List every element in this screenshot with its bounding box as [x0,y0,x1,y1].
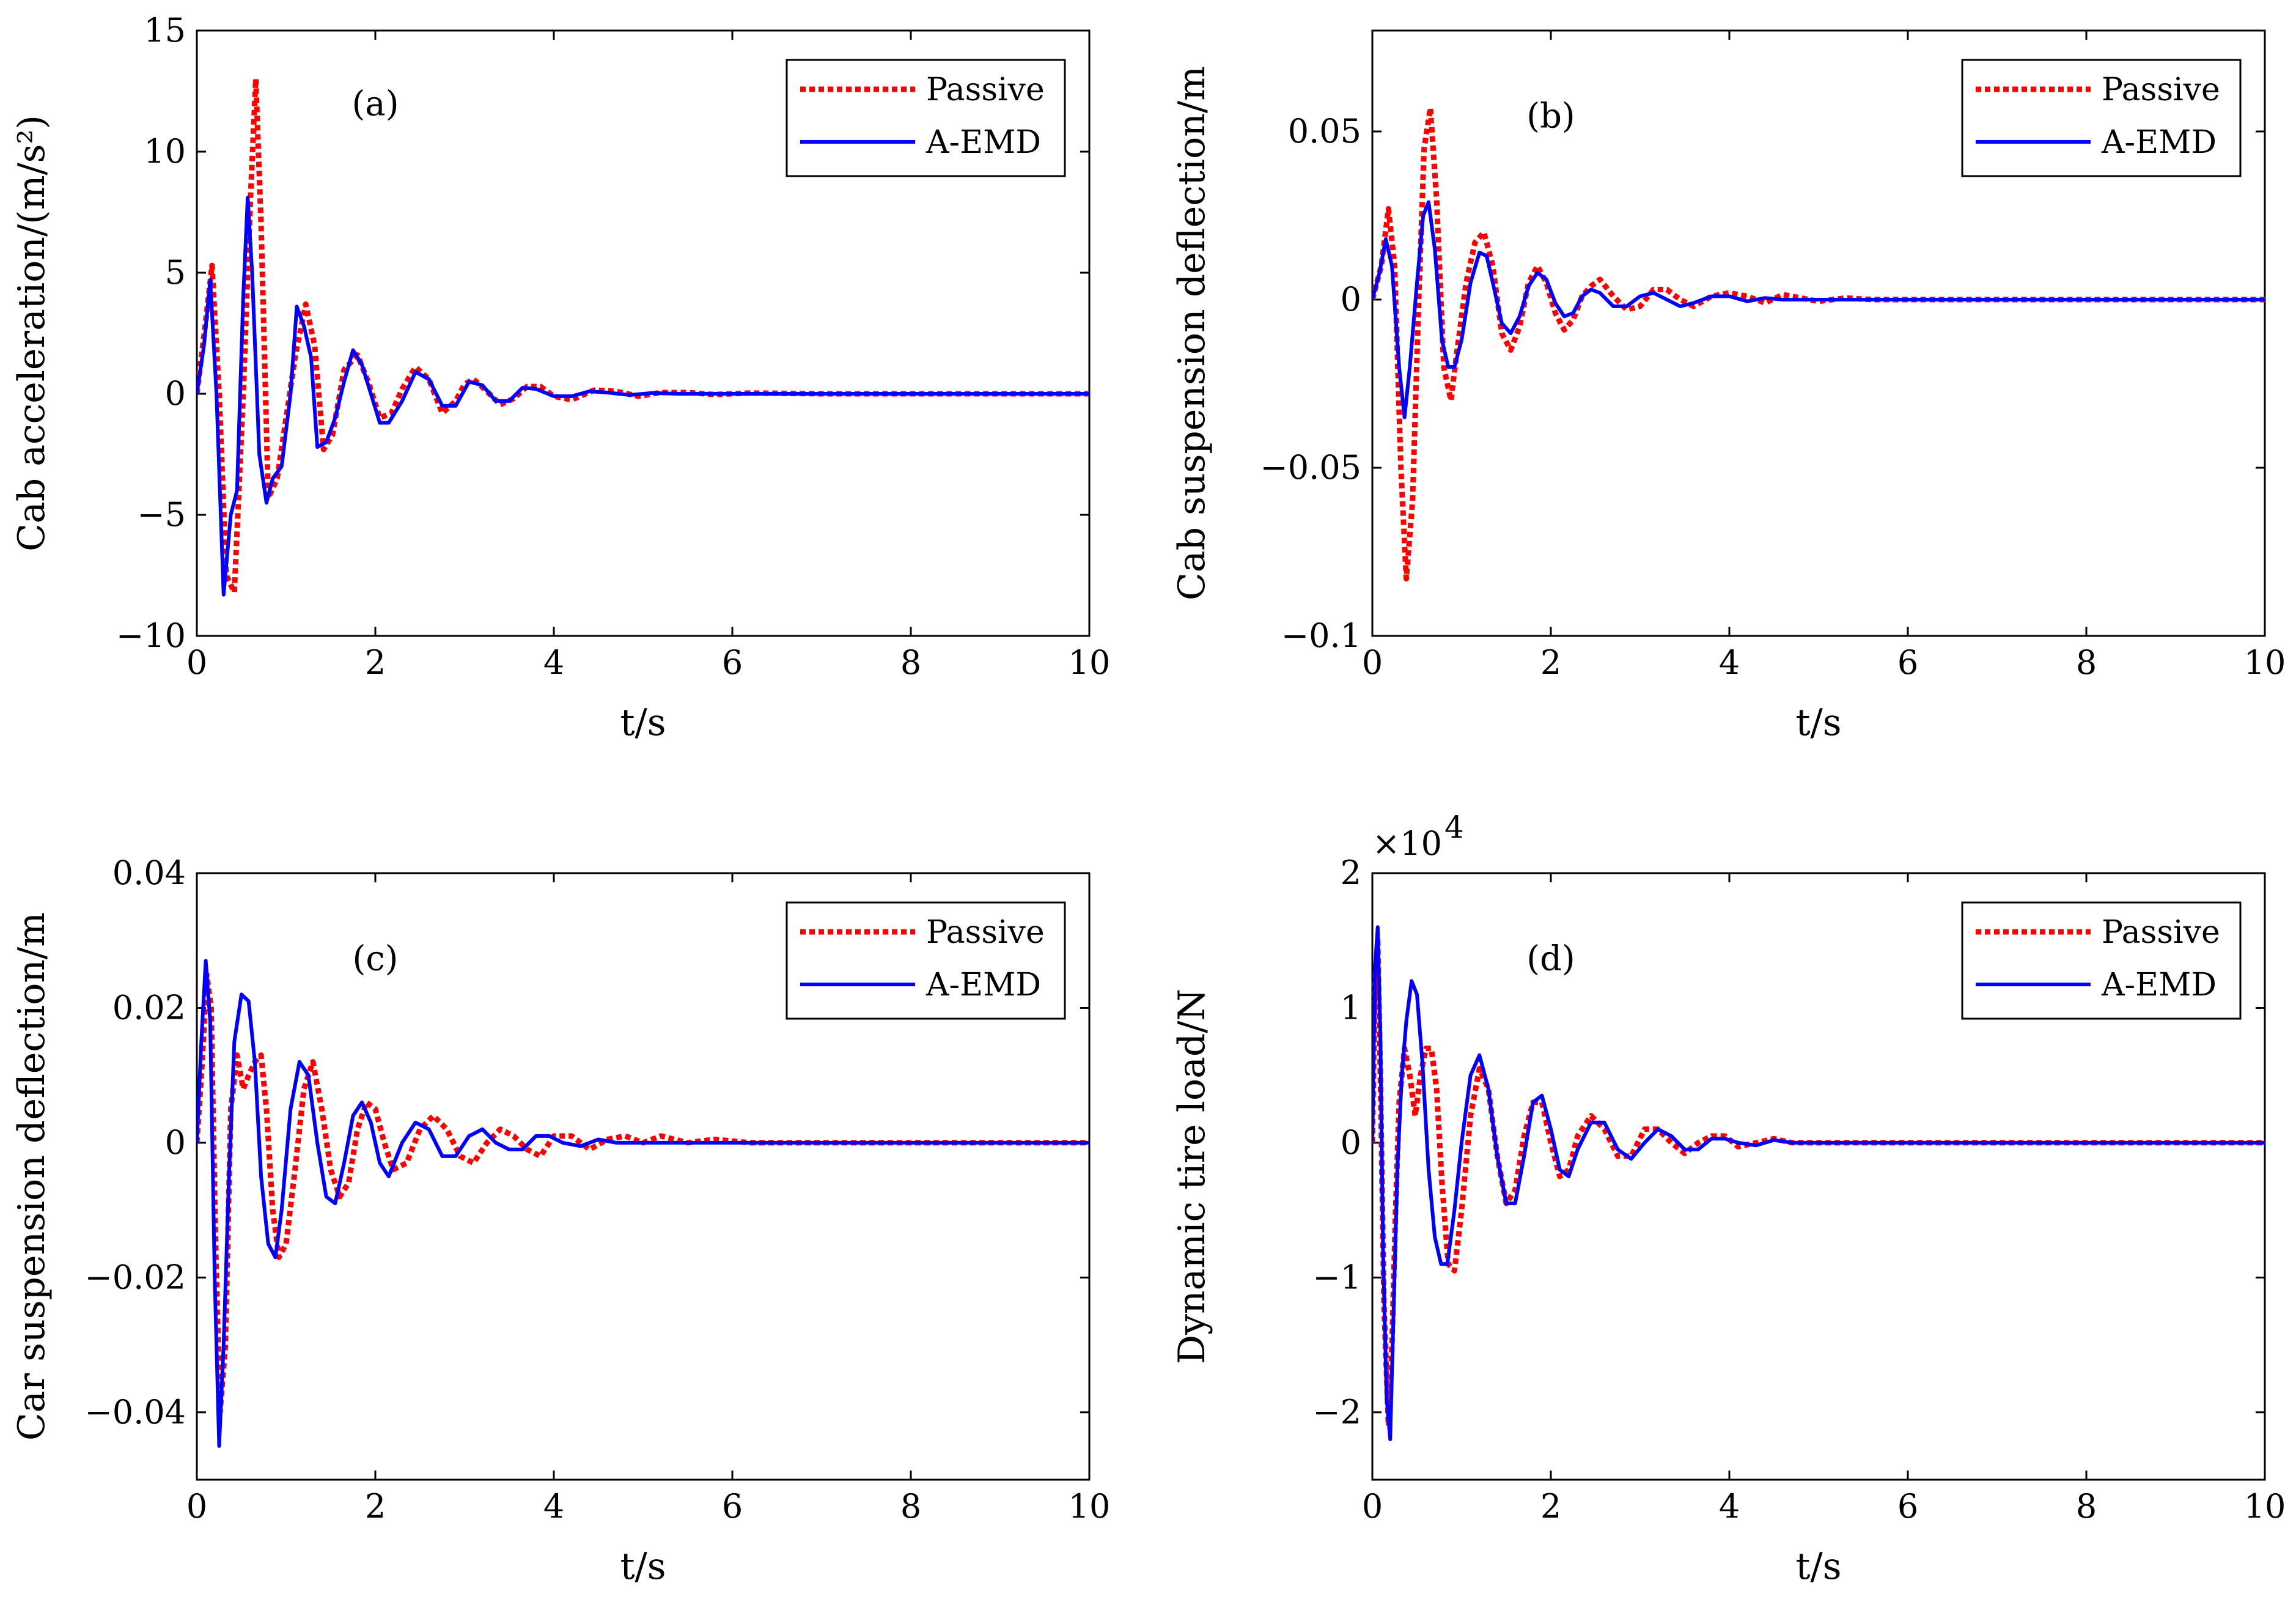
axes-box [196,29,1091,637]
y-tick-label: −0.02 [85,1258,186,1296]
y-tick-label: −2 [1312,1393,1361,1431]
series-line-passive [197,76,1089,596]
y-axis-label: Cab acceleration/(m/s²) [10,115,53,552]
x-tick-label: 10 [1069,1487,1111,1526]
x-tick-label: 4 [1719,643,1740,682]
x-axis-label: t/s [1795,701,1841,744]
series-line-passive [197,971,1089,1416]
y-axis-multiplier: ×10 [1372,824,1442,863]
series-line-a-emd [1372,200,2265,419]
y-tick-label: 0 [165,1123,186,1162]
x-tick-label: 8 [900,1487,921,1526]
legend-label-passive: Passive [926,914,1045,951]
y-tick-label: 2 [1341,854,1361,892]
x-tick-label: 0 [186,1487,207,1526]
x-tick-label: 6 [1897,1487,1918,1526]
panel-label: (c) [352,939,398,979]
y-tick-label: 0 [1341,280,1361,319]
y-axis-label: Cab suspension deflection/m [1171,66,1213,600]
legend-label-passive: Passive [2102,72,2220,108]
y-axis-multiplier-exponent: 4 [1444,810,1464,845]
x-tick-label: 0 [1362,1487,1383,1526]
panel-label: (a) [351,84,399,124]
legend-box [786,59,1066,177]
legend-box [1961,59,2242,177]
y-tick-label: −0.05 [1260,448,1361,487]
legend-label-a-emd: A-EMD [925,124,1041,161]
y-tick-label: 0 [165,374,186,413]
panel-d: 0 2 4 6 8 10 −2 −1 0 1 2 (d) Passive A-EMD t/s Dynamic … [1171,810,2286,1588]
x-tick-label: 4 [543,643,564,682]
x-tick-label: 6 [722,1487,743,1526]
x-tick-label: 6 [722,643,743,682]
x-tick-label: 10 [2244,643,2286,682]
legend-box [1961,901,2242,1020]
x-tick-label: 0 [186,643,207,682]
x-tick-label: 4 [1719,1487,1740,1526]
x-tick-label: 8 [2076,1487,2097,1526]
x-tick-label: 8 [2076,643,2097,682]
x-tick-label: 0 [1362,643,1383,682]
y-tick-label: 0.05 [1288,112,1361,150]
x-axis-label: t/s [1795,1545,1841,1588]
x-tick-label: 10 [1069,643,1111,682]
y-tick-label: −1 [1312,1258,1361,1296]
panel-label: (d) [1526,939,1575,979]
y-tick-label: 1 [1341,988,1361,1027]
x-tick-label: 8 [900,643,921,682]
x-tick-label: 6 [1897,643,1918,682]
series-line-a-emd [197,196,1089,597]
panel-b: 0 2 4 6 8 10 −0.1 −0.05 0 0.05 (b) Passive A-EMD t/s C… [1171,29,2286,744]
y-tick-label: −0.1 [1281,616,1361,655]
y-axis-label: Dynamic tire load/N [1171,989,1213,1364]
x-axis-label: t/s [620,1545,666,1588]
legend-box [786,901,1066,1020]
y-tick-label: −10 [116,616,186,655]
y-tick-label: 15 [144,11,186,50]
panel-label: (b) [1526,96,1575,136]
x-tick-label: 10 [2244,1487,2286,1526]
axes-box [1371,29,2266,637]
panel-a: 0 2 4 6 8 10 −10 −5 0 5 10 15 (a) Passive A-EMD t/s Cab … [10,11,1110,744]
y-tick-label: 0 [1341,1123,1361,1162]
y-tick-label: 0.04 [112,854,186,892]
y-tick-label: 5 [165,253,186,292]
legend-label-a-emd: A-EMD [2101,967,2217,1003]
legend-label-a-emd: A-EMD [925,967,1041,1003]
series-line-a-emd [1372,925,2265,1441]
x-axis-label: t/s [620,701,666,744]
y-axis-label: Car suspension deflection/m [10,912,53,1441]
y-tick-label: −5 [137,495,186,534]
x-tick-label: 4 [543,1487,564,1526]
y-tick-label: 0.02 [112,988,186,1027]
x-tick-label: 2 [365,1487,386,1526]
x-tick-label: 2 [365,643,386,682]
x-tick-label: 2 [1540,1487,1561,1526]
legend-label-passive: Passive [926,72,1045,108]
axes-box [1371,872,2266,1481]
legend-label-a-emd: A-EMD [2101,124,2217,161]
y-tick-label: 10 [144,132,186,171]
y-tick-label: −0.04 [85,1393,186,1431]
axes-box [196,872,1091,1481]
series-line-passive [1372,105,2265,581]
legend-label-passive: Passive [2102,914,2220,951]
panel-c: 0 2 4 6 8 10 −0.04 −0.02 0 0.02 0.04 (c) Passive A-EM… [10,854,1110,1588]
series-line-a-emd [197,959,1089,1448]
x-tick-label: 2 [1540,643,1561,682]
